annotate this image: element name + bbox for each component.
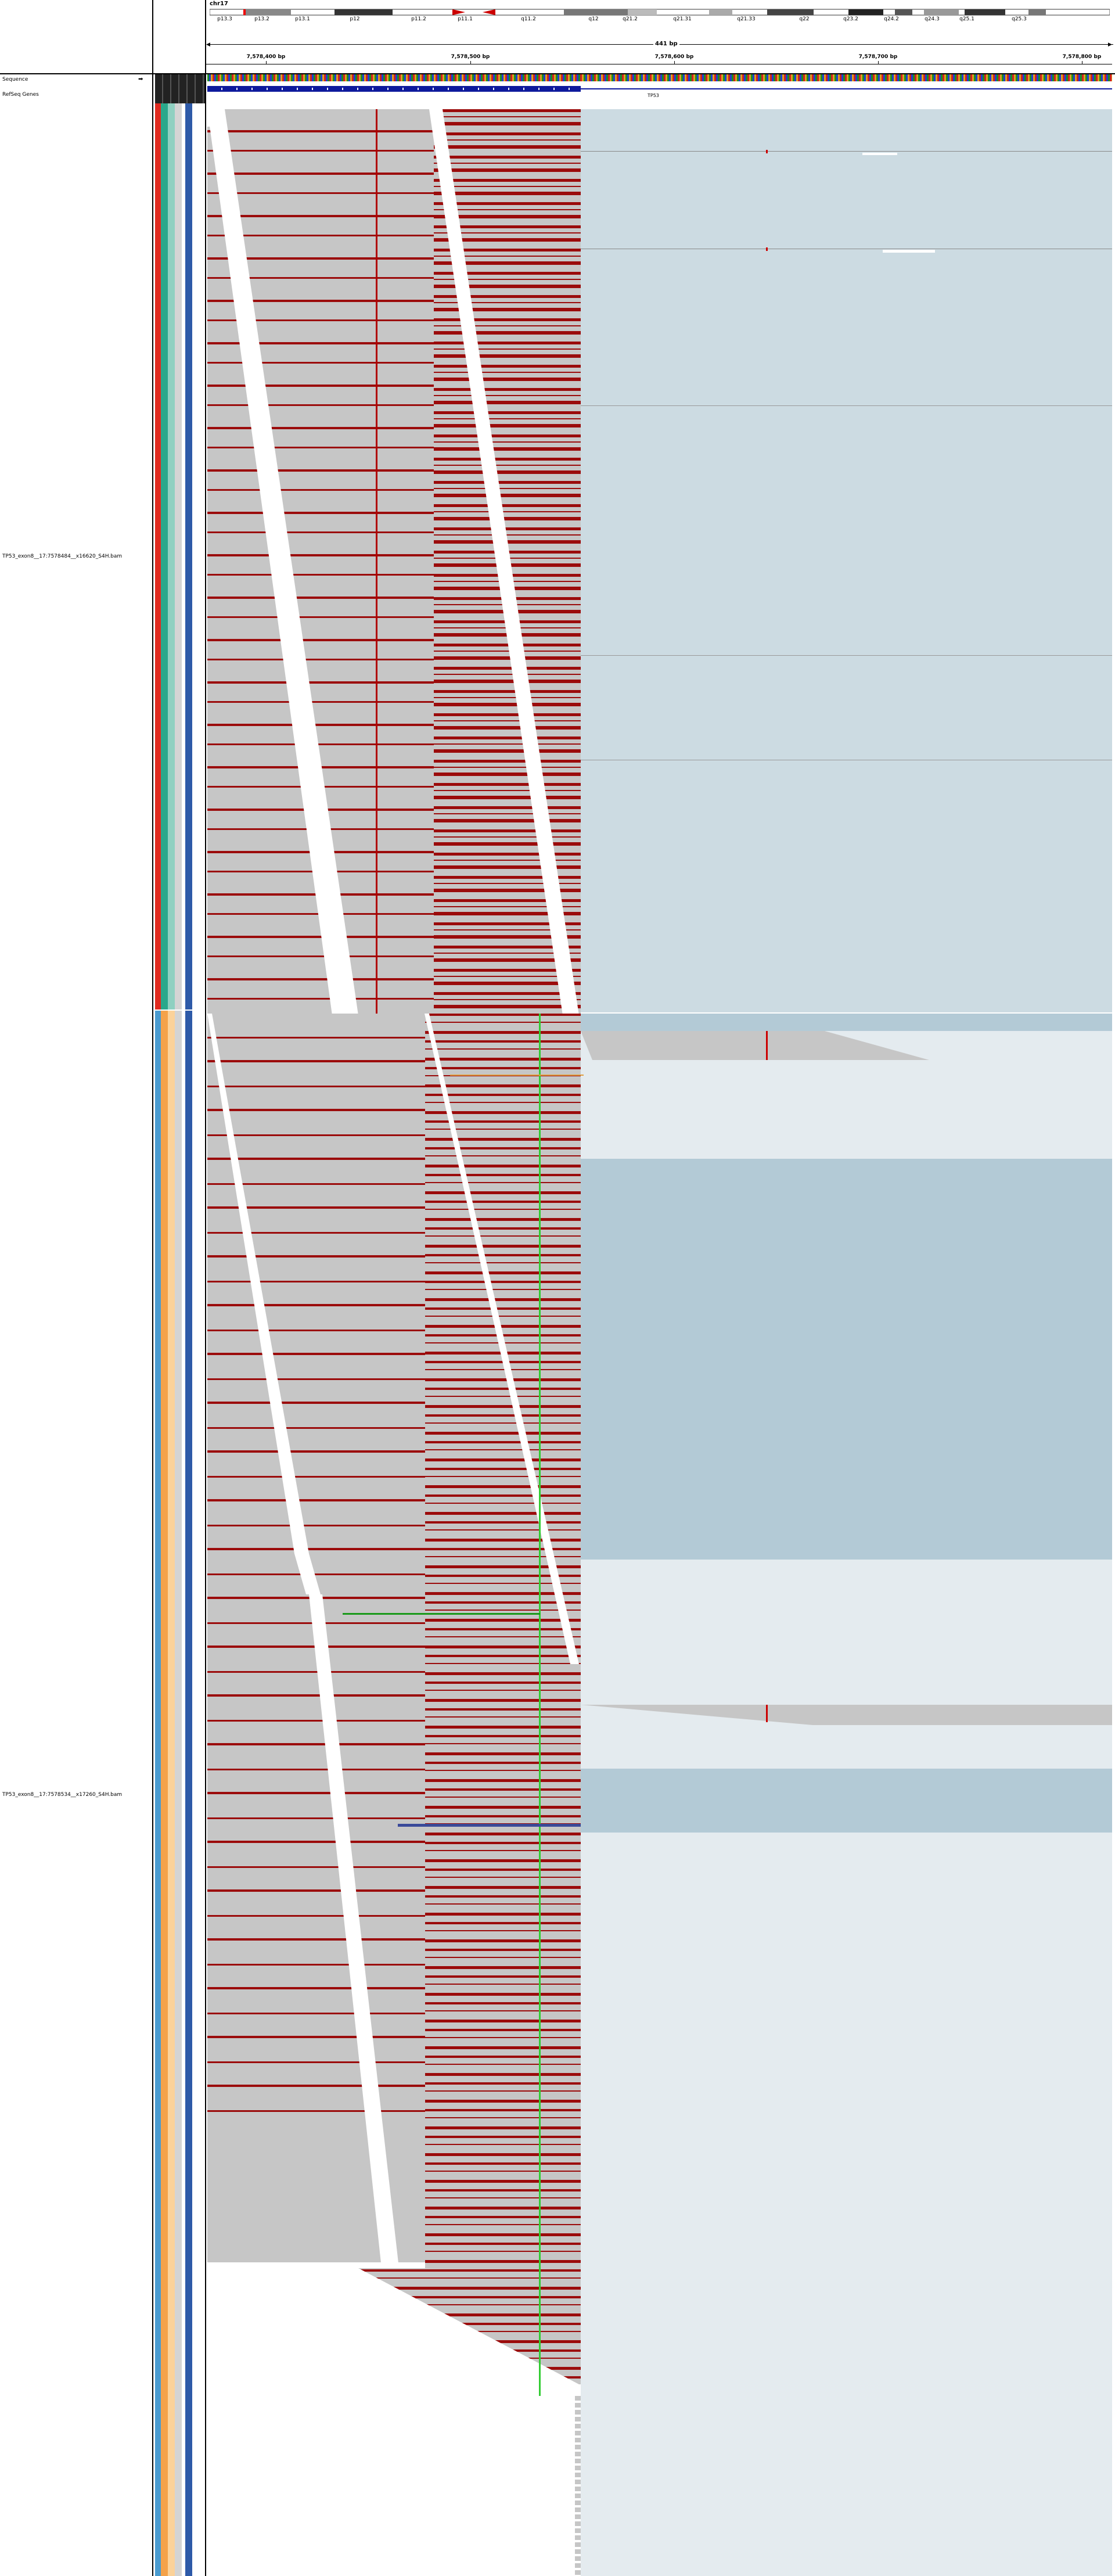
header-divider (0, 73, 1115, 74)
bam1-softclip-read[interactable] (581, 151, 1112, 152)
ruler-tick (266, 61, 267, 64)
bam2-track-label[interactable]: TP53_exon8__17:7578534__x17260_S4H.bam (2, 1792, 123, 1798)
chromosome-name[interactable]: chr17 (210, 1, 228, 7)
bam2-insertion-line[interactable] (343, 1613, 540, 1615)
bam1-track-label[interactable]: TP53_exon8__17:7578484__x16620_S4H.bam (2, 554, 123, 559)
band-label: p11.1 (458, 16, 473, 22)
span-label: 441 bp (653, 41, 679, 47)
attribute-panel-divider[interactable] (205, 0, 206, 2576)
bam1-softclip-gap (862, 153, 897, 155)
band-label: q24.3 (925, 16, 940, 22)
track-name-panel: Sequence ➡ RefSeq Genes TP53_exon8__17:7… (0, 0, 153, 2576)
attr-sample1-color-2[interactable] (161, 103, 168, 1009)
band-label: q21.2 (623, 16, 638, 22)
attribute-panel (153, 0, 205, 2576)
bam2-softclip-read-fan[interactable] (581, 1705, 1112, 1728)
attr-sample1-color-3[interactable] (168, 103, 175, 1009)
attribute-header-stripes (155, 74, 205, 103)
ruler-tick-label: 7,578,600 bp (654, 54, 694, 60)
attr-sample2-color-5[interactable] (185, 1011, 192, 2576)
band-label: p13.1 (295, 16, 310, 22)
data-panel: chr17 p13.3 p13.2 p13.1 p12 p11.2 p11.1 … (206, 0, 1115, 2576)
attr-sample2-color-3[interactable] (168, 1011, 175, 2576)
refseq-track-label[interactable]: RefSeq Genes (2, 92, 39, 98)
bam2-softclip-read-fan[interactable] (581, 1031, 929, 1066)
ruler-tick (470, 61, 471, 64)
bam2-mismatch-mark (766, 1031, 768, 1060)
band-label: p12 (350, 16, 360, 22)
band-label: p13.3 (217, 16, 232, 22)
band-label: q24.2 (884, 16, 899, 22)
bam2-softclip-region[interactable] (581, 1014, 1112, 1031)
bam2-blue-read[interactable] (398, 1824, 581, 1827)
band-label: q21.31 (673, 16, 692, 22)
span-left-arrow-icon: ◀ (206, 42, 210, 48)
bam1-softclip-region[interactable] (581, 109, 1112, 1012)
band-labels: p13.3 p13.2 p13.1 p12 p11.2 p11.1 q11.2 … (206, 16, 1112, 23)
attr-sample2-color-1[interactable] (155, 1011, 161, 2576)
band-label: p13.2 (254, 16, 269, 22)
band-label: q12 (588, 16, 599, 22)
sequence-track-label[interactable]: Sequence (2, 77, 28, 82)
band-label: q25.1 (959, 16, 974, 22)
ruler-tick-label: 7,578,500 bp (451, 54, 490, 60)
bam2-softclip-region[interactable] (581, 1159, 1112, 1560)
bam1-softclip-read[interactable] (581, 405, 1112, 406)
bam2-deletion-lanes (207, 1014, 579, 2576)
bam1-softclip-gap (883, 250, 935, 253)
attr-sample1-color-5[interactable] (185, 103, 192, 1009)
bam1-mismatch-mark (766, 247, 768, 251)
band-label: q25.3 (1012, 16, 1027, 22)
band-label: q11.2 (521, 16, 536, 22)
sequence-track[interactable] (207, 74, 1112, 81)
bam1-deletion-lanes (207, 109, 579, 1015)
band-label: q22 (799, 16, 810, 22)
ruler-tick-label: 7,578,400 bp (246, 54, 286, 60)
strand-arrow-icon[interactable]: ➡ (138, 76, 143, 82)
attr-sample1-color-1[interactable] (155, 103, 161, 1009)
gene-strand-marks (207, 88, 581, 90)
bam2-mismatch-mark (766, 1705, 768, 1722)
chromosome-ideogram[interactable] (210, 8, 1110, 16)
ruler-tick (878, 61, 879, 64)
bam2-orange-read[interactable] (450, 1075, 584, 1076)
band-label: p11.2 (411, 16, 426, 22)
bam2-alignment-track[interactable] (206, 1014, 1112, 2576)
ruler-tick-label: 7,578,800 bp (1062, 54, 1102, 60)
bam2-tail-reads[interactable] (575, 2396, 581, 2576)
attr-sample2-color-4[interactable] (175, 1011, 182, 2576)
ruler-tick (674, 61, 675, 64)
attr-sample1-color-4[interactable] (175, 103, 182, 1009)
bam1-softclip-read[interactable] (581, 655, 1112, 656)
bam1-alignment-track[interactable] (206, 109, 1112, 1015)
position-ruler[interactable]: 7,578,400 bp 7,578,500 bp 7,578,600 bp 7… (206, 52, 1112, 70)
ruler-tick-label: 7,578,700 bp (858, 54, 898, 60)
bam2-softclip-region[interactable] (581, 1769, 1112, 1833)
span-right-arrow-icon: ▶ (1108, 42, 1112, 48)
attr-sample2-color-2[interactable] (161, 1011, 168, 2576)
gene-intron-line[interactable] (581, 88, 1112, 89)
bam1-mismatch-column[interactable] (376, 109, 377, 1015)
name-panel-divider[interactable] (152, 0, 153, 2576)
gene-name-label[interactable]: TP53 (648, 93, 659, 98)
band-label: q21.33 (737, 16, 756, 22)
band-label: q23.2 (843, 16, 858, 22)
bam2-insertion-column[interactable] (539, 1014, 541, 2396)
bam1-mismatch-mark (766, 150, 768, 153)
